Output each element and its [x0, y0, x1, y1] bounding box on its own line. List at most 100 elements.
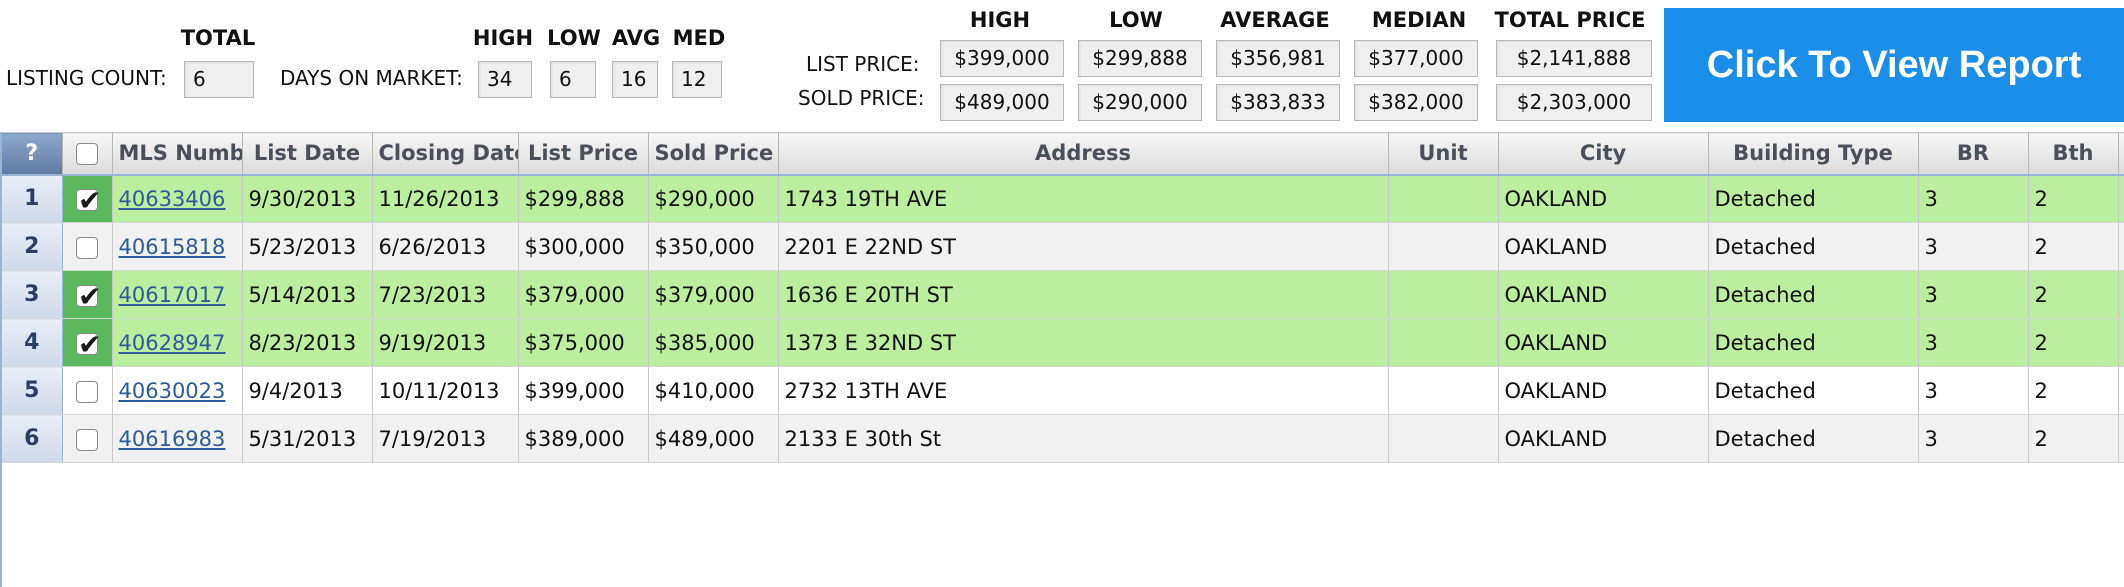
table-row[interactable]: 2 40615818 5/23/2013 6/26/2013 $300,000 $350,…: [2, 222, 2124, 271]
dom-med-header: MED: [672, 26, 726, 50]
row-number: 4: [2, 318, 63, 367]
row-select-checkbox[interactable]: [76, 280, 101, 313]
city-cell: OAKLAND: [1498, 174, 1709, 223]
overflow-cell: [2118, 222, 2124, 271]
mls-number-cell: 40628947: [112, 318, 243, 367]
table-row[interactable]: 6 40616983 5/31/2013 7/19/2013 $389,000 $489,…: [2, 414, 2124, 463]
dom-high-header: HIGH: [472, 26, 534, 50]
table-row[interactable]: 3406170175/14/20137/23/2013$379,000$379,…: [2, 270, 2124, 319]
price-median-header: MEDIAN: [1371, 8, 1467, 32]
mls-number-link[interactable]: 40630023: [118, 378, 226, 403]
column-header-address[interactable]: Address: [778, 132, 1389, 176]
bth-cell: 2: [2028, 414, 2119, 463]
list-price-low: $299,888: [1078, 40, 1202, 77]
mls-number-cell: 40615818: [112, 222, 243, 271]
building-type-cell: Detached: [1708, 222, 1919, 271]
city-cell: OAKLAND: [1498, 270, 1709, 319]
bth-cell: 2: [2028, 318, 2119, 367]
closing-date-cell: 6/26/2013: [372, 222, 519, 271]
view-report-button[interactable]: Click To View Report: [1664, 8, 2124, 122]
dom-avg-value: 16: [612, 61, 658, 98]
table-row[interactable]: 1 40633406 9/30/201311/26/2013$299,888$290…: [2, 174, 2124, 223]
row-number: 1: [2, 174, 63, 223]
column-header-bth[interactable]: Bth: [2028, 132, 2119, 176]
row-number: 3: [2, 270, 63, 319]
overflow-cell: [2118, 366, 2124, 415]
list-date-cell: 9/30/2013: [242, 174, 373, 223]
br-cell: 3: [1918, 174, 2029, 223]
select-all-checkbox[interactable]: [76, 143, 98, 166]
column-header-sold-price[interactable]: Sold Price: [648, 132, 779, 176]
closing-date-cell: 9/19/2013: [372, 318, 519, 367]
row-select-checkbox[interactable]: [76, 428, 98, 451]
column-header-list-price[interactable]: List Price: [518, 132, 649, 176]
overflow-cell: [2118, 270, 2124, 319]
list-price-total: $2,141,888: [1496, 40, 1652, 77]
column-header-list-date[interactable]: List Date: [242, 132, 373, 176]
address-cell: 1373 E 32ND ST: [778, 318, 1389, 367]
building-type-cell: Detached: [1708, 414, 1919, 463]
mls-number-link[interactable]: 40617017: [118, 282, 226, 307]
address-cell: 2201 E 22ND ST: [778, 222, 1389, 271]
price-low-header: LOW: [1109, 8, 1163, 32]
closing-date-cell: 11/26/2013: [372, 174, 519, 223]
row-select-checkbox[interactable]: [76, 380, 98, 403]
column-header-unit[interactable]: Unit: [1388, 132, 1499, 176]
listing-count-label: LISTING COUNT:: [6, 66, 167, 90]
column-header-building-type[interactable]: Building Type: [1708, 132, 1919, 176]
row-select-checkbox[interactable]: [76, 328, 101, 361]
mls-number-link[interactable]: 40633406: [118, 186, 226, 211]
mls-number-link[interactable]: 40615818: [118, 234, 226, 259]
city-cell: OAKLAND: [1498, 318, 1709, 367]
overflow-cell: [2118, 414, 2124, 463]
unit-cell: [1388, 174, 1499, 223]
br-cell: 3: [1918, 414, 2029, 463]
row-select-cell: [62, 366, 113, 415]
list-price-cell: $389,000: [518, 414, 649, 463]
overflow-cell: [2118, 318, 2124, 367]
mls-number-link[interactable]: 40616983: [118, 426, 226, 451]
closing-date-cell: 10/11/2013: [372, 366, 519, 415]
list-price-cell: $299,888: [518, 174, 649, 223]
list-price-cell: $375,000: [518, 318, 649, 367]
dom-low-header: LOW: [547, 26, 601, 50]
building-type-cell: Detached: [1708, 366, 1919, 415]
address-cell: 2133 E 30th St: [778, 414, 1389, 463]
row-number: 6: [2, 414, 63, 463]
column-header-br[interactable]: BR: [1918, 132, 2029, 176]
sold-price-cell: $410,000: [648, 366, 779, 415]
mls-number-link[interactable]: 40628947: [118, 330, 226, 355]
column-header-closing-date[interactable]: Closing Date: [372, 132, 519, 176]
city-cell: OAKLAND: [1498, 414, 1709, 463]
row-select-checkbox[interactable]: [76, 184, 101, 217]
row-select-checkbox[interactable]: [76, 236, 98, 259]
table-row[interactable]: 5 40630023 9/4/2013 10/11/2013 $399,000 $410,…: [2, 366, 2124, 415]
bth-cell: 2: [2028, 270, 2119, 319]
help-button[interactable]: ?: [2, 132, 63, 176]
table-row[interactable]: 4 40628947 8/23/20139/19/2013$375,000$385,…: [2, 318, 2124, 367]
price-average-header: AVERAGE: [1220, 8, 1330, 32]
row-select-cell: [62, 270, 113, 319]
sold-price-total: $2,303,000: [1496, 84, 1652, 121]
sold-price-average: $383,833: [1216, 84, 1340, 121]
unit-cell: [1388, 222, 1499, 271]
sold-price-median: $382,000: [1354, 84, 1478, 121]
sold-price-cell: $379,000: [648, 270, 779, 319]
header-row: ? MLS Number List Date Closing Date List…: [2, 132, 2124, 176]
sold-price-cell: $290,000: [648, 174, 779, 223]
row-select-cell: [62, 222, 113, 271]
list-date-cell: 5/31/2013: [242, 414, 373, 463]
column-header-mls[interactable]: MLS Number: [112, 132, 243, 176]
price-high-header: HIGH: [969, 8, 1031, 32]
br-cell: 3: [1918, 366, 2029, 415]
closing-date-cell: 7/23/2013: [372, 270, 519, 319]
select-all-header: [62, 132, 113, 176]
unit-cell: [1388, 318, 1499, 367]
bth-cell: 2: [2028, 222, 2119, 271]
mls-number-cell: 40633406: [112, 174, 243, 223]
column-header-city[interactable]: City: [1498, 132, 1709, 176]
building-type-cell: Detached: [1708, 270, 1919, 319]
br-cell: 3: [1918, 318, 2029, 367]
address-cell: 1636 E 20TH ST: [778, 270, 1389, 319]
row-select-cell: [62, 414, 113, 463]
